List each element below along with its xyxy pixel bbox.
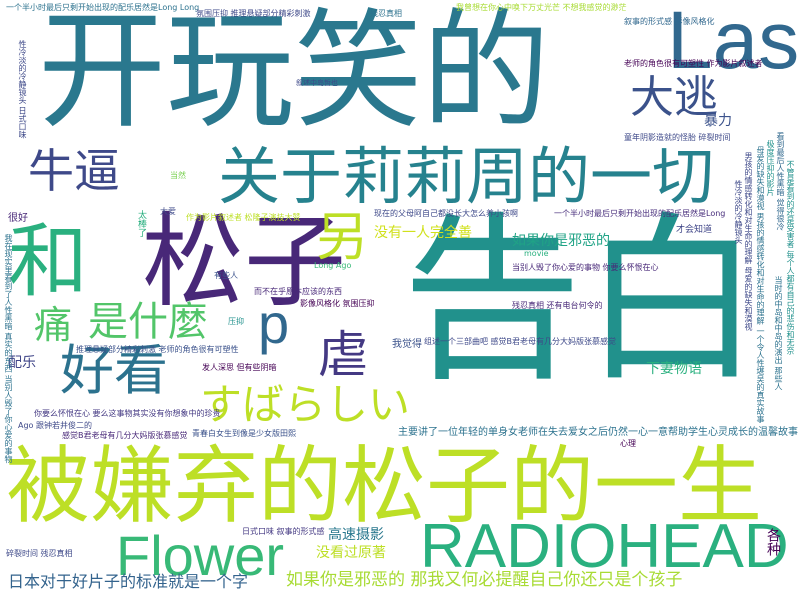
word-gezhong: 各种 [765, 528, 781, 556]
phrase-faren-shensi: 发人深思 但有些阴暗 [202, 363, 277, 372]
word-dataoo: 大逃 [630, 72, 718, 123]
word-yayi: 压抑 [228, 317, 244, 326]
phrase-fenwei-yayi: 氛围压抑 推理悬疑部分精彩刺激 [196, 9, 311, 18]
word-wo-juede: 我觉得 [392, 339, 422, 350]
phrase-erbu-zaihu: 而不在乎原本应该的东西 [254, 287, 342, 296]
word-haokan: 好看 [60, 339, 168, 402]
word-subarashii: すばらしい [200, 380, 411, 429]
phrase-zhuyao: 主要讲了一位年轻的单身女老师在失去爱女之后仍然一心一意帮助学生心灵成长的温馨故事 [398, 427, 798, 438]
word-shishenme: 是什麼 [88, 299, 208, 345]
phrase-fumu: 现在的父母阿自己都没长大怎么养小孩啊 [374, 209, 518, 218]
phrase-yige-banxiaoshi-1: 一个半小时最后只剩开始出现的配乐居然是Long [554, 209, 726, 218]
phrase-zuowei: 作为影片叙述者 松隆子演技大赞 [186, 213, 301, 222]
word-radiohead: RADIOHEAD [420, 512, 789, 581]
phrase-riben-biaozhun: 日本对于好片子的标准就是一个字 [8, 572, 249, 591]
phrase-wo-cengxiang: 我曾想在你心中唤下万丈光芒 不想我感觉的渺茫 [456, 3, 627, 12]
word-ling: 另 [316, 208, 369, 268]
word-movie: movie [524, 249, 549, 258]
word-lilizhou: 关于莉莉周的一切 [218, 140, 715, 213]
word-peiyue: 配乐 [8, 355, 36, 371]
phrase-meiyou-yiren: 没有一人完全善 [374, 225, 472, 241]
phrase-jidu-yayi: 极度压抑的影片 [766, 140, 775, 196]
word-bei-xianqi: 被嫌弃的松子的一生 [6, 437, 763, 535]
word-niubi: 牛逼 [28, 144, 120, 198]
phrase-ruguo-full: 如果你是邪恶的 那我又何必提醒自己你还只是个孩子 [286, 570, 683, 590]
word-canren: 残忍真相 [370, 9, 402, 18]
phrase-zushu: 组述一个三部曲吧 感觉B君老母有几分大妈版张慕感觉 [424, 337, 617, 346]
word-youxieren: 有些人 [214, 271, 238, 280]
phrase-yige-banxiaoshi-2: 一个半小时最后只剩开始出现的配乐居然是Long Long [6, 3, 200, 12]
phrase-ago-gen: Ago 跟钟若井俊二的 [18, 421, 92, 430]
phrase-niyaome: 你要么怀恨在心 要么这事物其实没有你想象中的珍贵 [34, 409, 221, 418]
word-flower: Flower [116, 524, 285, 587]
phrase-xushi-xingshi: 叙事的形式感 影像风格化 [624, 17, 715, 26]
phrase-xinglengdan: 性冷淡的冷静镜头 [734, 180, 743, 244]
word-xiaqi-wuyu: 下妻物语 [646, 361, 702, 377]
word-gaosu-sheying: 高速摄影 [328, 527, 384, 543]
phrase-tongnian: 童年阴影造就的怪胎 碎裂时间 [624, 133, 731, 142]
phrase-rishi-kouwei: 日式口味 叙事的形式感 [242, 527, 325, 536]
word-daai: 大爱 [160, 207, 176, 216]
phrase-canren-zhenxiang: 残忍真相 还有电台何令的 [512, 301, 603, 310]
phrase-dangbieren: 当别人毁了你心爱的事物 你要么怀恨在心 [512, 263, 659, 272]
word-baoli: 暴力 [704, 113, 732, 129]
word-xinli: 心理 [620, 439, 636, 448]
word-tong: 痛 [34, 303, 73, 347]
word-gaobai: 告白 [402, 197, 763, 406]
word-caihui-zhidao: 才会知道 [676, 225, 713, 235]
word-henhao: 很好 [8, 213, 28, 224]
phrase-kandao-zuihou: 看到最后人性黑暗 觉得很冷 [776, 132, 785, 231]
word-he: 和 [8, 215, 88, 308]
phrase-muai-queshi: 母爱的缺失和漠视 男孩的情感转化和对生命的理解 一个令人性堪吴的真实故事 [756, 146, 765, 424]
phrase-qingchun: 青春白女生到像是少女版田熙 [192, 429, 296, 438]
phrase-laoshi-juese: 老师的角色很有可塑性 作为影片叙述者 [624, 59, 763, 68]
phrase-nanhai-qinggan: 男孩的情感转化和对生命的理解 母爱的缺失和漠视 [744, 152, 753, 331]
phrase-wo-zai-xianshi: 我在现实里看到了人性黑暗 真实的东西 当别人毁了你心爱的事物 [4, 234, 13, 464]
phrase-dangshi: 当时的中岛和中岛的演出 那些人 [774, 276, 783, 391]
word-dangran: 当然 [170, 171, 186, 180]
phrase-xinglengdan-rishi: 性冷淡的冷静镜头 日式口味 [18, 40, 27, 139]
word-meikan-yuanzhu: 没看过原著 [316, 545, 386, 561]
word-songzi: 松子 [142, 203, 346, 322]
phrase-suilie: 碎裂时间 残忍真相 [6, 549, 73, 558]
word-long-ago: Long Ago [314, 261, 352, 270]
word-last: Last [667, 0, 800, 86]
phrase-ganjue-b: 感觉B君老母有几分大妈版张慕感觉 [62, 431, 188, 440]
phrase-tuili-xuanyi: 推理悬疑部分精彩刺激 老师的角色很有可塑性 [76, 345, 239, 354]
phrase-ruguo-short: 如果你是邪恶的 [512, 233, 610, 249]
word-nue: 虐 [318, 326, 368, 384]
word-p: p [258, 292, 290, 355]
word-taibang: 太棒了 [136, 210, 146, 237]
phrase-xushu-zhongdao: 叙述中岛哲也 [296, 79, 338, 87]
phrase-buguan: 不管是看到的还是受害者 每个人都有自己的悲伤和无奈 [786, 160, 795, 355]
phrase-yingxiang-fengge: 影像风格化 氛围压抑 [300, 299, 375, 308]
word-kaiwanxiao: 开玩笑的 [38, 0, 551, 146]
